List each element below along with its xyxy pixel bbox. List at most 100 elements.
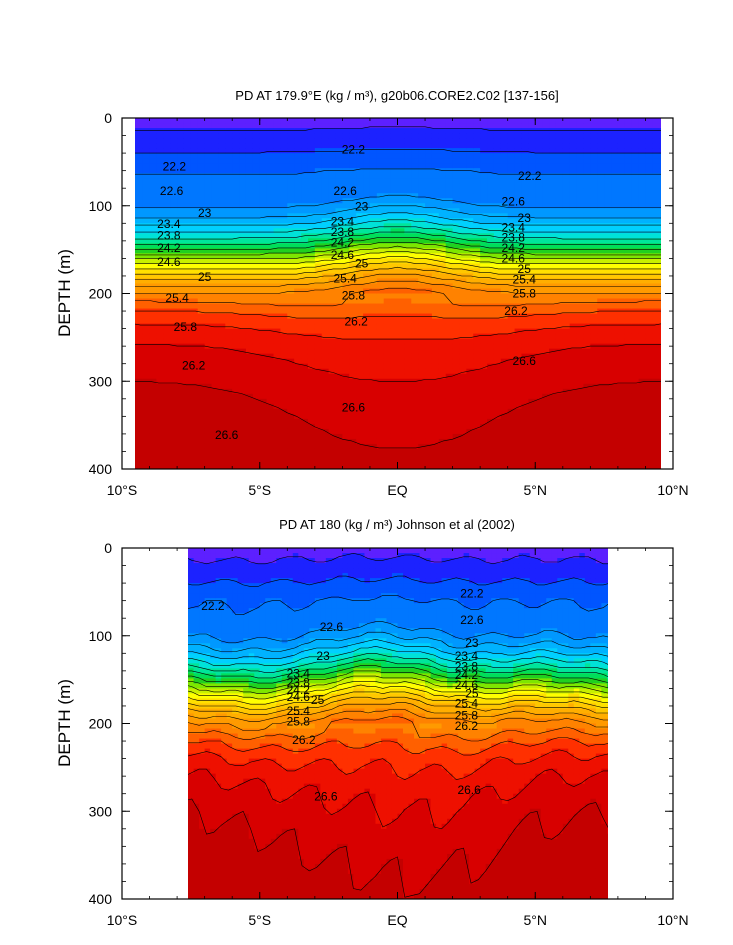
contour-cell [349,243,357,249]
contour-cell [245,323,254,330]
contour-cell [411,453,419,460]
contour-cell [487,433,495,440]
contour-cell [376,463,385,469]
contour-cell [569,373,578,380]
contour-cell [611,233,619,239]
contour-cell [569,313,578,320]
contour-cell [549,208,557,214]
contour-cell [369,353,378,360]
contour-cell [535,208,543,214]
contour-cell [314,163,323,169]
contour-cell [280,448,288,455]
contour-cell [514,343,523,350]
contour-cell [245,348,254,355]
contour-cell [183,198,192,204]
contour-cell [425,443,433,450]
contour-cell [280,393,288,400]
contour-cell [335,353,343,360]
contour-cell [142,413,151,420]
contour-cell [314,393,323,400]
contour-cell [245,378,254,385]
contour-cell [280,258,288,265]
contour-cell [549,363,557,370]
contour-cell [590,403,598,410]
contour-cell [142,453,151,460]
contour-cell [177,258,185,265]
contour-cell [135,278,137,285]
contour-cell [273,253,282,259]
contour-cell [480,453,488,460]
contour-cell [452,143,461,149]
contour-cell [190,328,199,335]
contour-cell [218,188,226,194]
contour-cell [259,158,268,164]
contour-cell [583,278,591,285]
contour-cell [266,163,275,169]
contour-cell [314,268,323,275]
contour-cell [480,428,488,435]
contour-cell [507,363,516,370]
contour-cell [473,418,481,425]
contour-cell [597,248,605,254]
contour-cell [480,323,488,330]
contour-cell [397,323,405,330]
contour-cell [177,208,185,214]
contour-cell [549,343,557,350]
contour-cell [211,353,220,360]
contour-cell [266,348,275,355]
contour-cell [197,158,206,164]
contour-cell [500,123,509,129]
contour-cell [204,258,213,265]
contour-cell [528,273,536,280]
contour-cell [507,263,516,270]
contour-cell [459,138,467,144]
contour-cell [280,183,288,189]
contour-cell [500,338,509,345]
contour-cell [376,438,385,445]
contour-cell [604,303,612,310]
contour-cell [211,123,220,129]
contour-cell [301,398,309,405]
contour-cell [259,183,268,189]
contour-cell [335,283,343,290]
contour-cell [142,123,151,129]
contour-cell [397,393,405,400]
contour-cell [590,193,598,199]
contour-cell [197,373,206,380]
contour-cell [590,453,598,460]
contour-cell [163,213,171,219]
contour-cell [245,228,254,234]
contour-cell [204,178,213,184]
contour-cell [562,338,571,345]
contour-cell [177,298,185,305]
contour-cell [452,158,461,164]
contour-cell [190,358,199,365]
contour-cell [411,373,419,380]
contour-cell [549,463,557,469]
contour-cell [156,438,164,445]
contour-cell [445,383,454,390]
contour-cell [273,273,282,280]
contour-cell [294,338,302,345]
contour-cell [473,278,481,285]
contour-cell [411,118,419,124]
contour-cell [252,323,261,330]
contour-cell [562,203,571,209]
contour-cell [287,273,295,280]
contour-cell [480,348,488,355]
contour-cell [583,378,591,385]
contour-cell [569,138,578,144]
contour-cell [363,123,371,129]
contour-cell [177,248,185,254]
contour-cell [493,343,502,350]
contour-cell [576,238,585,244]
contour-cell [170,173,178,179]
contour-cell [259,343,268,350]
contour-cell [294,363,302,370]
contour-cell [177,263,185,270]
contour-cell [459,398,467,405]
contour-cell [425,323,433,330]
contour-cell [273,208,282,214]
contour-cell [487,383,495,390]
contour-cell [170,258,178,265]
